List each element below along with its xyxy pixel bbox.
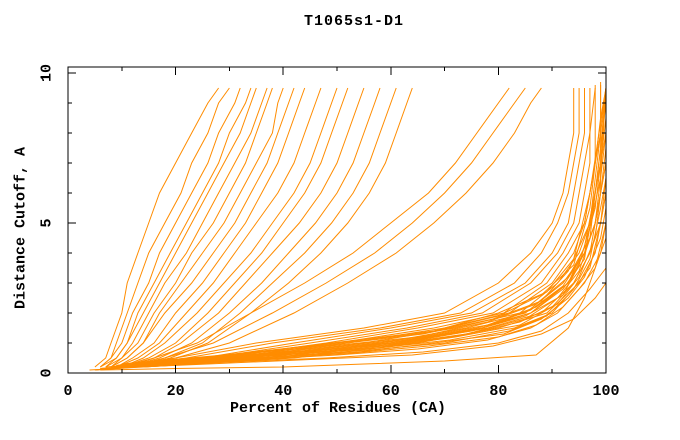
model-curve xyxy=(137,82,607,368)
model-curve xyxy=(100,87,257,368)
model-curve xyxy=(110,87,607,368)
model-curve xyxy=(121,87,607,365)
model-curve xyxy=(116,87,607,366)
model-curve xyxy=(116,88,580,368)
model-curve xyxy=(105,132,607,368)
x-tick-label: 100 xyxy=(592,383,619,400)
model-curve xyxy=(132,87,413,368)
model-curve xyxy=(121,87,510,368)
model-curve xyxy=(99,87,241,368)
x-axis-label: Percent of Residues (CA) xyxy=(229,400,447,417)
model-curve xyxy=(121,88,585,368)
model-curve xyxy=(94,87,220,368)
model-curve xyxy=(99,87,230,368)
model-curve xyxy=(127,87,381,368)
x-tick-label: 40 xyxy=(274,383,292,400)
model-curve xyxy=(121,87,338,368)
model-curve xyxy=(94,237,607,371)
model-curve xyxy=(100,222,607,371)
model-curve xyxy=(100,192,607,369)
x-tick-label: 60 xyxy=(382,383,400,400)
x-tick-label: 20 xyxy=(167,383,185,400)
model-curve xyxy=(116,87,306,368)
model-curve xyxy=(94,282,607,371)
plot-title: T1065s1-D1 xyxy=(303,13,405,30)
model-curve xyxy=(127,87,365,368)
x-tick-label: 0 xyxy=(63,383,72,400)
x-tick-label: 80 xyxy=(489,383,507,400)
model-curve xyxy=(132,87,542,368)
model-curve xyxy=(116,87,607,366)
y-tick-label: 10 xyxy=(39,64,56,82)
y-tick-label: 0 xyxy=(39,368,56,377)
model-curve xyxy=(110,117,607,368)
model-curve xyxy=(121,87,349,368)
model-curve xyxy=(121,88,591,368)
model-curve xyxy=(110,87,273,368)
model-curve xyxy=(116,87,322,368)
model-curve xyxy=(105,87,268,368)
y-tick-label: 5 xyxy=(39,218,56,227)
model-curve xyxy=(110,87,295,368)
model-curve xyxy=(132,85,602,368)
model-curve xyxy=(137,82,607,368)
model-curve xyxy=(127,87,526,368)
model-curve xyxy=(132,87,397,368)
model-curve xyxy=(100,177,607,369)
model-curve xyxy=(110,88,575,368)
